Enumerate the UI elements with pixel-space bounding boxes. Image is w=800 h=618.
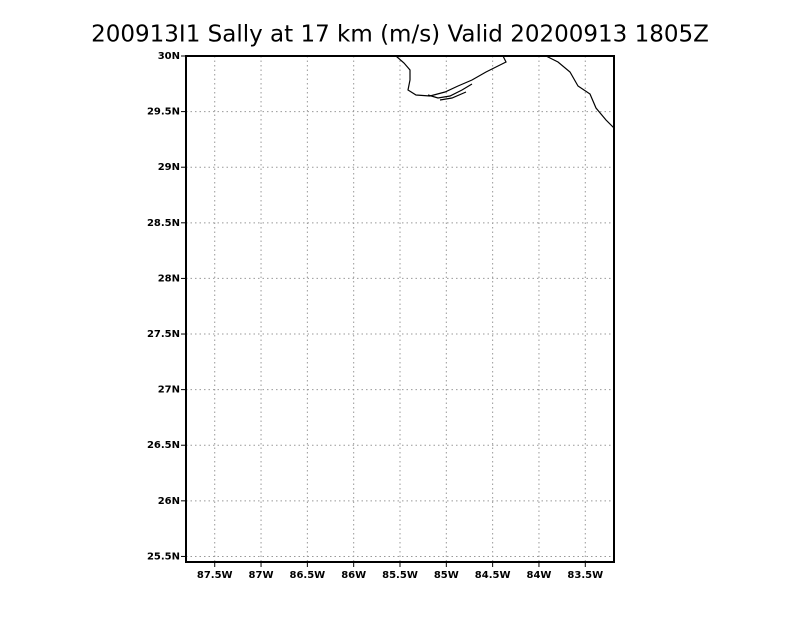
x-tick-label: 84W	[526, 570, 551, 581]
x-tick-label: 87W	[249, 570, 274, 581]
x-tick-label: 87.5W	[197, 570, 233, 581]
coastline	[395, 55, 615, 129]
y-tick-label: 27N	[158, 385, 180, 396]
coast-island	[439, 91, 467, 101]
coast-bigbend	[545, 55, 615, 129]
x-tick-label: 85W	[434, 570, 459, 581]
x-tick-label: 86W	[341, 570, 366, 581]
y-tick-label: 29.5N	[147, 107, 180, 118]
y-tick-label: 29N	[158, 162, 180, 173]
y-tick-label: 25.5N	[147, 551, 180, 562]
x-tick-label: 86.5W	[290, 570, 326, 581]
y-tick-label: 28N	[158, 273, 180, 284]
x-tick-label: 84.5W	[475, 570, 511, 581]
y-tick-label: 30N	[158, 51, 180, 62]
x-tick-label: 83.5W	[567, 570, 603, 581]
coast-lagoon	[427, 83, 473, 99]
y-tick-label: 27.5N	[147, 329, 180, 340]
map-title: 200913I1 Sally at 17 km (m/s) Valid 2020…	[91, 22, 709, 48]
coast-panhandle	[395, 55, 507, 97]
grid	[186, 55, 614, 562]
x-tick-label: 85.5W	[382, 570, 418, 581]
y-tick-label: 28.5N	[147, 218, 180, 229]
y-tick-label: 26N	[158, 496, 180, 507]
y-tick-label: 26.5N	[147, 440, 180, 451]
